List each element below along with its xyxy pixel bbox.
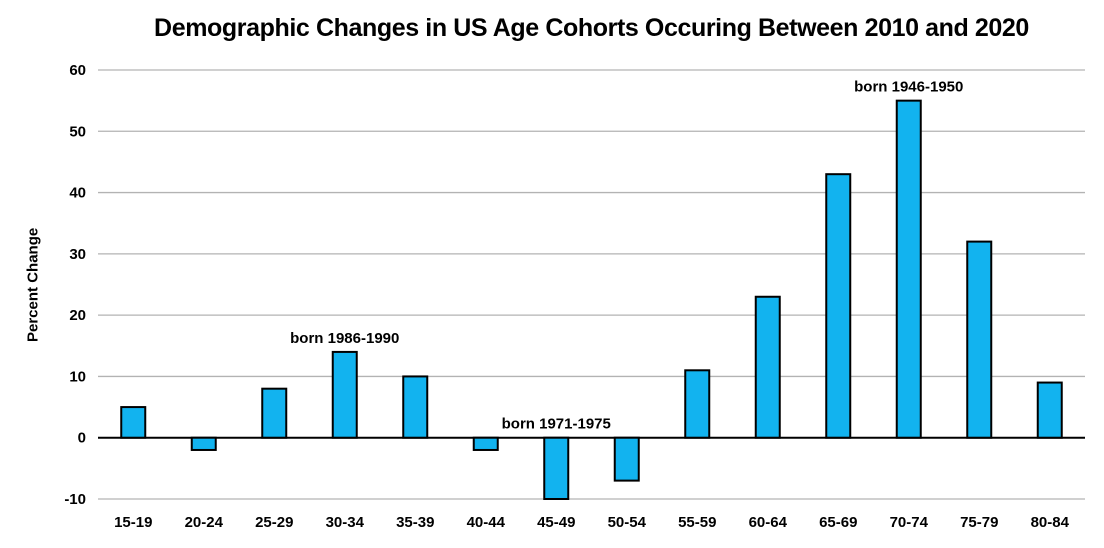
x-tick-label-45-49: 45-49 [537,514,575,531]
bar-30-34 [331,350,358,439]
y-tick-label-30: 30 [69,246,86,263]
y-tick-label-20: 20 [69,307,86,324]
bar-35-39 [402,375,429,439]
x-tick-label-70-74: 70-74 [890,514,929,531]
bar-20-24 [190,436,217,451]
bar-80-84 [1036,381,1063,439]
bar-40-44 [472,436,499,451]
x-tick-label-25-29: 25-29 [255,514,293,531]
x-tick-label-40-44: 40-44 [467,514,506,531]
y-tick-label--10: -10 [64,491,86,508]
x-tick-label-20-24: 20-24 [185,514,224,531]
y-tick-label-10: 10 [69,368,86,385]
annotation-70-74: born 1946-1950 [854,79,963,96]
bar-55-59 [684,369,711,439]
x-tick-label-75-79: 75-79 [960,514,998,531]
x-tick-label-60-64: 60-64 [749,514,788,531]
bar-50-54 [613,436,640,482]
x-tick-label-30-34: 30-34 [326,514,365,531]
y-tick-label-40: 40 [69,185,86,202]
x-tick-label-65-69: 65-69 [819,514,857,531]
bar-65-69 [825,173,852,439]
bar-70-74 [895,99,922,439]
y-tick-label-0: 0 [78,430,86,447]
bar-45-49 [543,436,570,501]
x-tick-label-15-19: 15-19 [114,514,152,531]
x-tick-label-50-54: 50-54 [608,514,647,531]
x-tick-label-80-84: 80-84 [1031,514,1070,531]
bar-25-29 [261,387,288,439]
annotation-30-34: born 1986-1990 [290,330,399,347]
y-tick-label-50: 50 [69,123,86,140]
x-tick-label-55-59: 55-59 [678,514,716,531]
annotation-45-49: born 1971-1975 [502,416,611,433]
y-tick-label-60: 60 [69,62,86,79]
x-tick-label-35-39: 35-39 [396,514,434,531]
bar-60-64 [754,295,781,439]
bar-15-19 [120,406,147,439]
bar-75-79 [966,240,993,439]
chart-title: Demographic Changes in US Age Cohorts Oc… [154,14,1029,42]
